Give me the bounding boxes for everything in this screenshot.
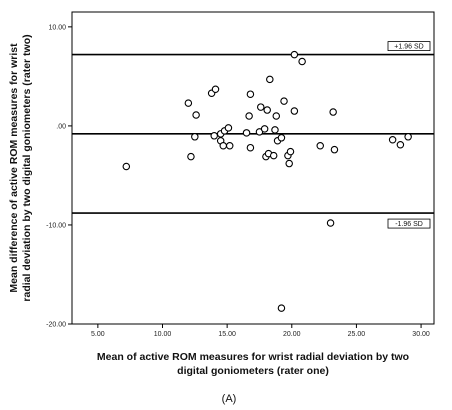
data-point	[404, 133, 412, 141]
x-tick-label: 5.00	[91, 331, 105, 338]
x-tick-label: 15.00	[218, 331, 236, 338]
x-tick-label: 20.00	[283, 331, 301, 338]
y-axis-title-line-1: Mean difference of active ROM measures f…	[8, 43, 20, 293]
y-axis: 10.00 .00 -10.00 -20.00	[46, 24, 72, 329]
data-point	[122, 162, 131, 171]
x-tick-label: 30.00	[412, 331, 430, 338]
data-point	[184, 99, 193, 107]
data-point	[246, 143, 255, 152]
data-point	[277, 304, 286, 312]
data-point	[329, 108, 337, 116]
x-axis-title-line-2: digital goniometers (rater one)	[177, 365, 329, 377]
x-tick-label: 10.00	[154, 331, 172, 338]
data-point	[219, 141, 228, 150]
data-point	[211, 85, 220, 94]
data-point	[263, 106, 271, 114]
data-point	[326, 219, 335, 227]
y-axis-title-line-2: radial deviation by two digital goniomet…	[21, 34, 33, 301]
data-point	[290, 107, 299, 115]
x-axis: 5.00 10.00 15.00 20.00 25.00 30.00	[91, 324, 430, 338]
data-point	[260, 125, 269, 133]
data-point	[187, 152, 195, 161]
data-point	[388, 136, 397, 144]
data-point	[269, 151, 278, 160]
data-point	[285, 159, 293, 168]
data-point	[396, 140, 405, 149]
data-point	[277, 134, 286, 142]
data-point	[266, 75, 274, 84]
sd-label-box	[387, 41, 431, 51]
data-point	[191, 133, 199, 141]
x-tick-label: 25.00	[348, 331, 366, 338]
plot-area	[71, 11, 435, 325]
data-point	[242, 129, 251, 137]
data-point	[298, 57, 306, 66]
panel-label: (A)	[222, 393, 237, 405]
data-point	[192, 111, 200, 119]
data-point	[210, 132, 218, 140]
data-point	[246, 90, 255, 98]
y-tick-label: 10.00	[48, 24, 66, 31]
data-point	[290, 50, 299, 59]
data-point	[286, 147, 295, 156]
data-point	[245, 112, 253, 120]
data-point	[272, 112, 281, 120]
data-point	[330, 145, 339, 154]
reference-lines: +1.96 SD -1.96 SD	[72, 41, 434, 229]
data-point	[280, 97, 288, 105]
data-point	[271, 126, 279, 134]
y-tick-label: .00	[56, 123, 66, 130]
data-point	[257, 103, 265, 111]
sd-label: +1.96 SD	[394, 44, 423, 51]
data-point	[316, 141, 324, 150]
data-point	[225, 141, 234, 150]
x-axis-title-line-1: Mean of active ROM measures for wrist ra…	[97, 351, 409, 363]
data-points	[122, 50, 412, 312]
y-tick-label: -10.00	[46, 222, 66, 229]
sd-label: -1.96 SD	[395, 221, 423, 228]
data-point	[224, 124, 233, 132]
sd-label-box	[387, 218, 431, 229]
y-tick-label: -20.00	[46, 322, 66, 329]
